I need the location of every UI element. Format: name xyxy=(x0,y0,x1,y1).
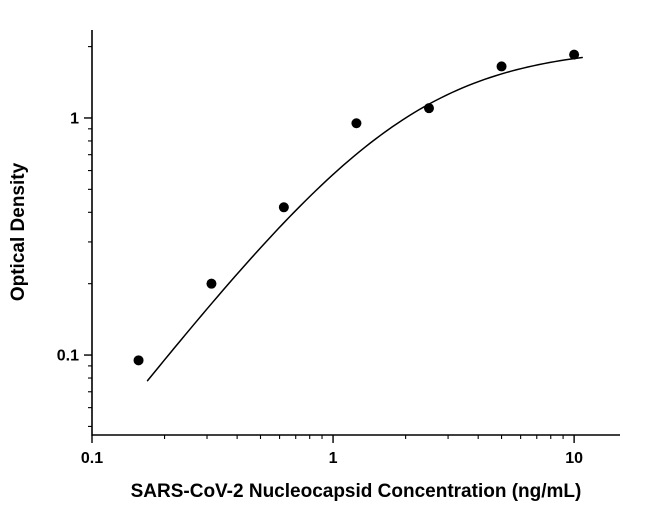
data-point xyxy=(569,49,580,60)
data-point xyxy=(278,202,289,213)
data-point xyxy=(133,355,144,366)
x-tick-label: 0.1 xyxy=(81,450,103,467)
data-point xyxy=(423,103,434,114)
plot-area: 0.1 1 10 0.1 1 xyxy=(57,30,620,467)
x-tick-label: 1 xyxy=(329,450,338,467)
x-axis-label: SARS-CoV-2 Nucleocapsid Concentration (n… xyxy=(131,481,582,502)
y-axis-label: Optical Density xyxy=(8,162,29,301)
x-tick-label: 10 xyxy=(565,450,583,467)
data-point xyxy=(496,61,507,72)
data-point xyxy=(206,278,217,289)
y-tick-label: 1 xyxy=(70,110,79,127)
data-point xyxy=(351,118,362,129)
fit-curve xyxy=(146,56,583,382)
y-tick-label: 0.1 xyxy=(57,348,79,365)
